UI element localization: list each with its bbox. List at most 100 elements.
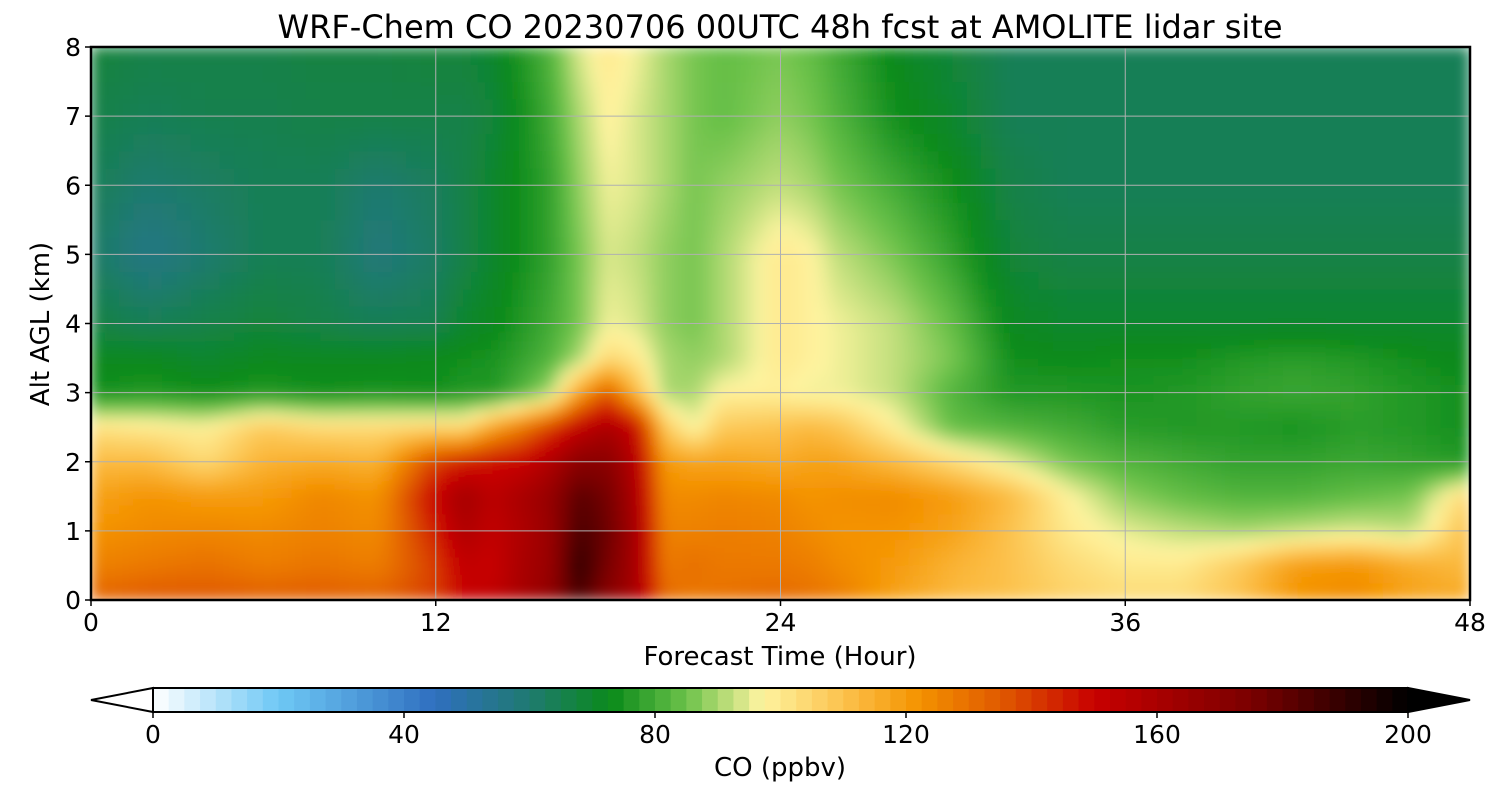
heatmap-cell (866, 547, 882, 558)
heatmap-cell (564, 383, 573, 394)
heatmap-cell (550, 383, 559, 394)
heatmap-cell (514, 150, 523, 169)
heatmap-cell (1153, 271, 1169, 290)
heatmap-cell (830, 288, 839, 307)
heatmap-cell (1239, 348, 1256, 359)
heatmap-cell (1354, 435, 1371, 446)
heatmap-cell (1297, 547, 1313, 558)
heatmap-cell (1139, 590, 1155, 600)
heatmap-cell (751, 443, 767, 454)
heatmap-cell (593, 331, 602, 342)
heatmap-cell (528, 115, 537, 135)
heatmap-cell (535, 132, 545, 152)
heatmap-cell (1397, 184, 1414, 204)
heatmap-cell (794, 435, 803, 446)
heatmap-cell (435, 348, 444, 359)
heatmap-cell (1354, 461, 1371, 471)
heatmap-cell (219, 331, 236, 342)
heatmap-cell (815, 478, 825, 489)
heatmap-cell (478, 400, 487, 411)
heatmap-cell (506, 383, 516, 394)
heatmap-cell (923, 374, 940, 385)
heatmap-cell (377, 219, 394, 238)
heatmap-cell (478, 374, 487, 385)
heatmap-cell (1095, 288, 1112, 307)
heatmap-cell (1110, 435, 1126, 446)
heatmap-cell (1210, 219, 1227, 238)
heatmap-cell (262, 219, 279, 238)
heatmap-cell (1311, 357, 1327, 368)
heatmap-cell (981, 521, 997, 532)
heatmap-cell (1426, 305, 1442, 325)
heatmap-cell (1311, 383, 1327, 394)
heatmap-cell (463, 547, 473, 558)
heatmap-cell (779, 374, 789, 385)
heatmap-cell (585, 590, 595, 600)
heatmap-cell (830, 426, 839, 437)
heatmap-cell (787, 547, 796, 558)
heatmap-cell (1297, 495, 1313, 506)
heatmap-cell (621, 556, 631, 567)
heatmap-cell (1325, 443, 1342, 454)
heatmap-cell (779, 512, 789, 523)
heatmap-cell (657, 443, 667, 454)
heatmap-cell (1268, 288, 1284, 307)
heatmap-cell (564, 132, 573, 152)
heatmap-cell (966, 590, 983, 600)
heatmap-cell (629, 288, 638, 307)
heatmap-cell (765, 530, 782, 541)
heatmap-cell (1297, 530, 1313, 541)
heatmap-cell (104, 478, 121, 489)
heatmap-cell (234, 305, 250, 325)
heatmap-cell (909, 443, 925, 454)
heatmap-cell (1455, 443, 1470, 454)
heatmap-cell (435, 452, 444, 463)
heatmap-cell (1426, 392, 1442, 402)
heatmap-cell (449, 219, 458, 238)
heatmap-cell (751, 253, 767, 273)
heatmap-cell (320, 132, 336, 152)
heatmap-cell (1024, 392, 1040, 402)
heatmap-cell (643, 400, 652, 411)
heatmap-cell (205, 132, 221, 152)
heatmap-cell (801, 461, 810, 471)
heatmap-cell (528, 426, 537, 437)
heatmap-cell (91, 167, 106, 186)
heatmap-cell (657, 236, 667, 255)
heatmap-cell (1239, 219, 1256, 238)
heatmap-cell (981, 400, 997, 411)
heatmap-cell (492, 236, 501, 255)
heatmap-cell (1009, 426, 1026, 437)
heatmap-cell (794, 538, 803, 549)
heatmap-cell (442, 530, 451, 541)
heatmap-cell (535, 348, 545, 359)
heatmap-cell (822, 288, 832, 307)
heatmap-cell (205, 461, 221, 471)
heatmap-cell (923, 521, 940, 532)
heatmap-cell (1210, 409, 1227, 420)
heatmap-cell (664, 340, 674, 351)
heatmap-cell (91, 132, 106, 152)
heatmap-cell (550, 201, 559, 221)
heatmap-cell (1052, 331, 1069, 342)
heatmap-cell (499, 469, 509, 480)
heatmap-cell (133, 167, 150, 186)
heatmap-cell (564, 400, 573, 411)
heatmap-cell (535, 452, 545, 463)
heatmap-cell (995, 331, 1011, 342)
heatmap-cell (1182, 590, 1198, 600)
heatmap-cell (672, 322, 681, 333)
heatmap-cell (937, 201, 954, 221)
heatmap-cell (1009, 504, 1026, 515)
heatmap-cell (830, 392, 839, 402)
heatmap-cell (815, 512, 825, 523)
heatmap-cell (262, 374, 279, 385)
heatmap-cell (1110, 590, 1126, 600)
heatmap-cell (514, 504, 523, 515)
heatmap-cell (248, 340, 264, 351)
heatmap-cell (966, 374, 983, 385)
heatmap-cell (1253, 340, 1270, 351)
heatmap-cell (456, 564, 466, 575)
heatmap-cell (564, 340, 573, 351)
heatmap-cell (636, 201, 645, 221)
